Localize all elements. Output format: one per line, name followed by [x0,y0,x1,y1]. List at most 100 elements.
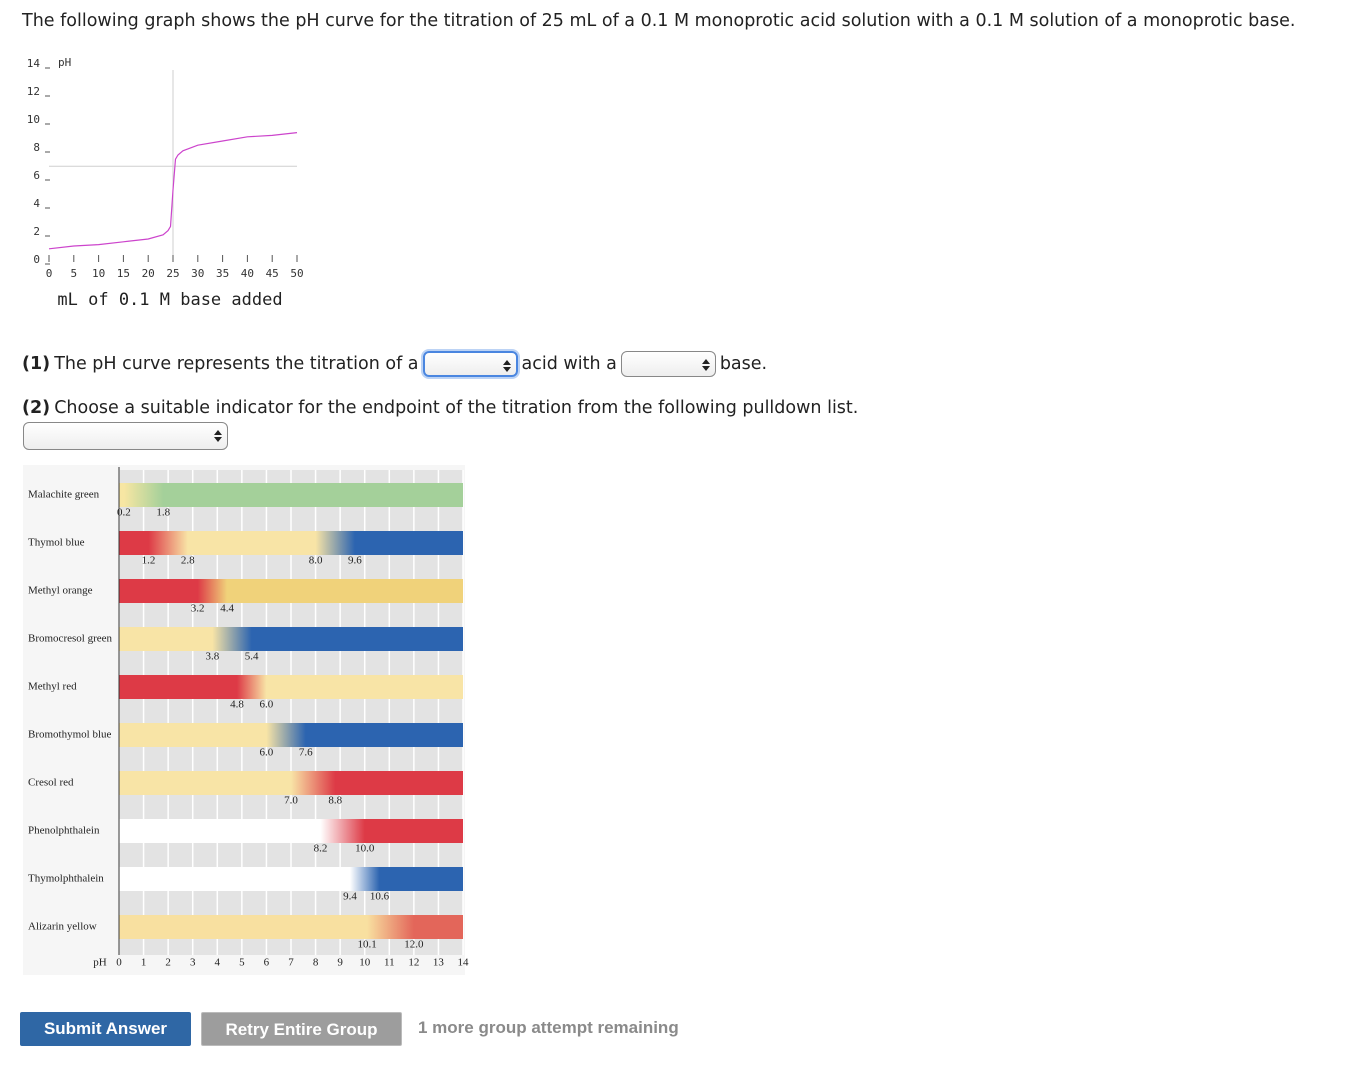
q1-text: The pH curve represents the titration of… [54,354,419,374]
range-label: 7.0 [284,795,298,807]
x-tick-label: 30 [191,267,204,280]
select-arrows [701,359,710,371]
range-label: 10.0 [355,843,375,855]
indicator-bar [119,915,463,939]
range-label: 8.2 [314,843,328,855]
attempts-remaining: 1 more group attempt remaining [418,1018,679,1037]
y-tick-label: 10 [27,113,40,126]
retry-button[interactable]: Retry Entire Group [201,1012,402,1046]
x-tick-label: 14 [458,957,470,969]
range-label: 5.4 [245,651,259,663]
x-tick-label: 11 [384,957,395,969]
indicator-select[interactable] [23,422,228,450]
select-arrows [214,430,222,442]
indicator-bar [119,771,463,795]
x-tick-label: 0 [46,267,53,280]
x-tick-label: 25 [166,267,179,280]
indicator-bar [119,819,463,843]
question-2: (2) Choose a suitable indicator for the … [22,398,858,418]
base-select[interactable] [620,351,716,377]
range-label: 1.8 [156,507,170,519]
indicator-name: Thymolphthalein [28,873,104,885]
range-label: 6.0 [260,747,274,759]
range-label: 7.6 [299,747,313,759]
question-1: (1) The pH curve represents the titratio… [22,351,767,377]
x-tick-label: 12 [408,957,419,969]
indicator-bar [119,675,463,699]
x-tick-label: 9 [337,957,343,969]
indicator-axis-label: pH [93,957,107,969]
x-tick-label: 3 [190,957,196,969]
x-tick-label: 5 [70,267,77,280]
range-label: 10.6 [370,891,390,903]
x-tick-label: 50 [290,267,303,280]
indicator-name: Alizarin yellow [28,921,97,933]
q1-middle: acid with a [521,354,617,374]
q1-number: (1) [22,354,51,374]
indicator-name: Phenolphthalein [28,825,100,837]
indicator-bar [119,531,463,555]
y-tick-label: 4 [33,197,40,210]
indicator-bar [119,867,463,891]
ph-curve [48,132,298,250]
x-tick-label: 4 [215,957,221,969]
indicator-name: Bromothymol blue [28,729,112,741]
range-label: 2.8 [181,555,195,567]
range-label: 1.2 [142,555,156,567]
range-label: 8.8 [328,795,342,807]
x-axis-label: mL of 0.1 M base added [57,290,282,310]
submit-button[interactable]: Submit Answer [20,1012,191,1046]
indicator-bar [119,483,463,507]
indicator-name: Methyl red [28,681,77,693]
x-tick-label: 8 [313,957,319,969]
range-label: 9.4 [343,891,357,903]
q2-number: (2) [22,398,51,418]
indicator-bar [119,627,463,651]
indicator-bar [119,723,463,747]
x-tick-label: 10 [92,267,105,280]
q2-text: Choose a suitable indicator for the endp… [54,398,859,418]
x-tick-label: 40 [241,267,254,280]
y-tick-label: 2 [33,225,40,238]
q1-end: base. [719,354,768,374]
x-tick-label: 10 [359,957,371,969]
x-tick-label: 7 [288,957,294,969]
x-tick-label: 15 [117,267,130,280]
range-label: 3.2 [191,603,205,615]
y-tick-label: 0 [33,253,40,266]
x-tick-label: 2 [165,957,171,969]
y-axis-label: pH [58,56,71,69]
x-tick-label: 1 [141,957,147,969]
x-tick-label: 5 [239,957,245,969]
indicator-name: Cresol red [28,777,74,789]
x-tick-label: 20 [142,267,155,280]
range-label: 3.8 [205,651,219,663]
range-label: 10.1 [358,939,377,951]
y-tick-label: 8 [33,141,40,154]
acid-select[interactable] [422,351,518,377]
indicator-bar [119,579,463,603]
range-label: 0.2 [117,507,131,519]
x-tick-label: 0 [116,957,122,969]
indicator-name: Malachite green [28,489,100,501]
indicator-name: Bromocresol green [28,633,112,645]
x-tick-label: 13 [433,957,445,969]
range-label: 9.6 [348,555,362,567]
x-tick-label: 6 [264,957,270,969]
range-label: 4.4 [220,603,234,615]
range-label: 12.0 [404,939,424,951]
intro: The following graph shows the pH curve f… [22,11,1296,31]
y-tick-label: 14 [27,57,41,70]
y-tick-label: 12 [27,85,40,98]
select-arrows [502,360,511,372]
range-label: 8.0 [309,555,323,567]
indicator-name: Methyl orange [28,585,93,597]
range-label: 4.8 [230,699,244,711]
range-label: 6.0 [260,699,274,711]
y-tick-label: 6 [33,169,40,182]
x-tick-label: 35 [216,267,229,280]
x-tick-label: 45 [266,267,279,280]
indicator-name: Thymol blue [28,537,85,549]
